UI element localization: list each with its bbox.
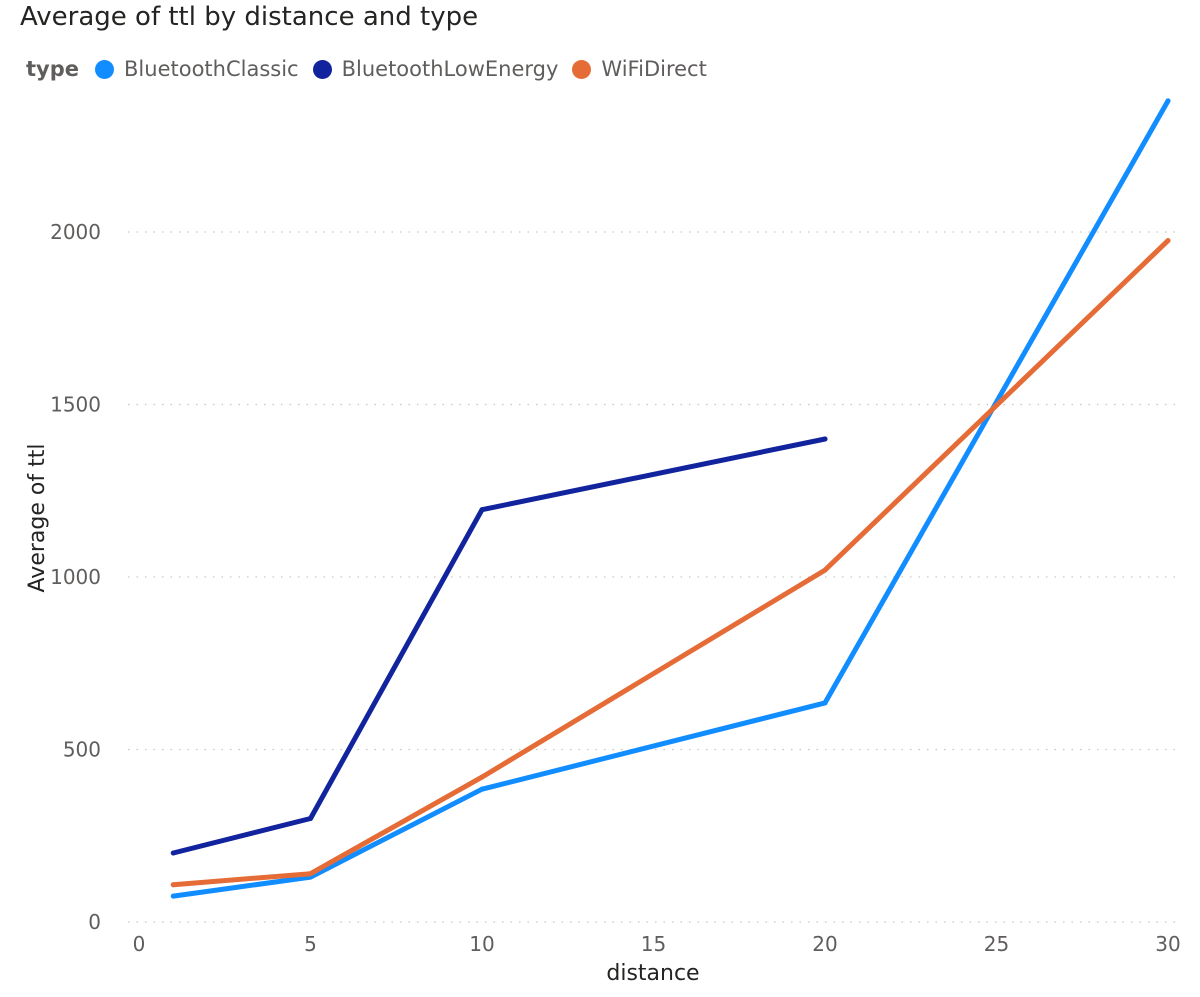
y-tick-label-0: 0 [88,910,101,934]
x-tick-label-10: 10 [469,932,494,956]
legend-item-bluetooth-low-energy[interactable]: BluetoothLowEnergy [312,57,559,81]
x-tick-label-5: 5 [304,932,317,956]
x-tick-label-20: 20 [812,932,837,956]
data-point-bluetooth-low-energy-20[interactable] [822,436,828,442]
data-point-bluetooth-low-energy-1[interactable] [170,850,176,856]
data-point-wi-fi-direct-20[interactable] [822,567,828,573]
legend-item-bluetooth-classic[interactable]: BluetoothClassic [95,57,299,81]
data-point-wi-fi-direct-5[interactable] [308,871,313,877]
x-tick-label-25: 25 [984,932,1009,956]
gridlines [128,231,1180,923]
series-bluetooth-low-energy [170,436,828,856]
legend-marker-bluetooth-classic [95,59,115,79]
legend-title: type [26,57,80,81]
data-point-bluetooth-low-energy-10[interactable] [479,507,485,513]
legend-item-wifi-direct[interactable]: WiFiDirect [572,57,707,81]
y-tick-label-1500: 1500 [50,393,101,417]
series-bluetooth-classic [170,98,1171,899]
y-tick-label-2000: 2000 [50,220,101,244]
legend-label-wifi-direct: WiFiDirect [601,57,707,81]
series-wi-fi-direct [170,238,1171,888]
data-point-bluetooth-classic-20[interactable] [822,700,828,706]
x-tick-label-30: 30 [1155,932,1180,956]
data-point-wi-fi-direct-10[interactable] [479,774,485,780]
legend-marker-bluetooth-low-energy [312,59,332,79]
legend-label-bluetooth-low-energy: BluetoothLowEnergy [341,57,559,81]
y-tick-label-500: 500 [63,738,101,762]
data-point-bluetooth-classic-1[interactable] [170,893,176,899]
data-point-wi-fi-direct-30[interactable] [1165,238,1171,244]
x-tick-label-15: 15 [641,932,666,956]
series-lines [170,98,1171,899]
series-line-wi-fi-direct[interactable] [170,238,1171,888]
data-point-wi-fi-direct-1[interactable] [170,882,176,888]
data-point-bluetooth-low-energy-5[interactable] [308,816,313,821]
legend-label-bluetooth-classic: BluetoothClassic [124,57,299,81]
data-point-bluetooth-classic-10[interactable] [479,786,485,792]
y-axis-ticks: 0 500 1000 1500 2000 [50,220,101,934]
x-tick-label-0: 0 [133,932,146,956]
x-axis-title: distance [606,961,699,986]
data-point-bluetooth-classic-30[interactable] [1165,98,1171,104]
y-axis-title: Average of ttl [25,444,50,593]
legend-marker-wifi-direct [572,59,592,79]
series-line-bluetooth-low-energy[interactable] [170,436,828,856]
x-axis-ticks: 0 5 10 15 20 25 30 [133,932,1181,956]
legend: type BluetoothClassic BluetoothLowEnergy… [26,54,721,84]
chart-title: Average of ttl by distance and type [20,2,479,32]
series-line-bluetooth-classic[interactable] [170,98,1171,899]
y-tick-label-1000: 1000 [50,565,101,589]
